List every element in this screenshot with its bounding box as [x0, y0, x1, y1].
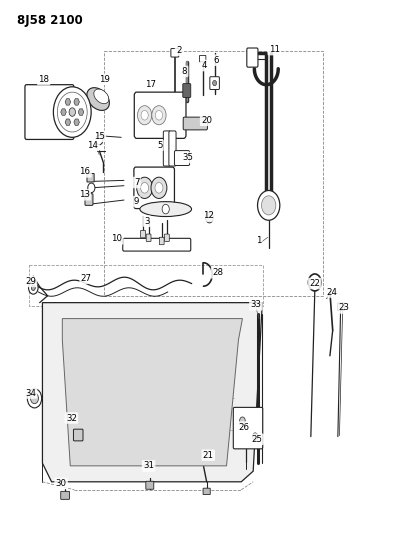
Circle shape [88, 183, 95, 192]
FancyBboxPatch shape [183, 117, 207, 130]
FancyBboxPatch shape [87, 173, 94, 182]
Text: 26: 26 [239, 423, 249, 432]
Circle shape [28, 281, 38, 294]
Text: 28: 28 [212, 269, 223, 277]
Text: 30: 30 [55, 479, 67, 488]
FancyBboxPatch shape [247, 48, 258, 67]
Text: 9: 9 [134, 197, 139, 206]
Text: 7: 7 [134, 178, 139, 187]
Text: 27: 27 [81, 273, 92, 282]
FancyBboxPatch shape [146, 481, 154, 489]
Circle shape [162, 204, 169, 214]
Text: 5: 5 [157, 141, 162, 150]
Text: 13: 13 [79, 190, 90, 199]
Circle shape [141, 182, 148, 193]
Polygon shape [61, 109, 66, 115]
Polygon shape [65, 119, 71, 125]
FancyBboxPatch shape [134, 167, 174, 208]
Circle shape [31, 285, 35, 290]
Text: 17: 17 [146, 80, 156, 89]
Text: 8J58 2100: 8J58 2100 [17, 14, 82, 27]
Circle shape [261, 196, 276, 215]
Text: 15: 15 [94, 132, 105, 141]
Circle shape [138, 106, 152, 125]
Polygon shape [65, 99, 71, 105]
FancyBboxPatch shape [200, 55, 206, 62]
Text: 31: 31 [143, 462, 154, 470]
Text: 4: 4 [201, 61, 207, 70]
Text: 2: 2 [176, 46, 182, 55]
Text: 20: 20 [201, 116, 212, 125]
FancyBboxPatch shape [210, 77, 219, 90]
Text: 10: 10 [111, 235, 122, 244]
Circle shape [28, 389, 41, 408]
Text: 22: 22 [309, 279, 320, 288]
FancyBboxPatch shape [164, 234, 169, 241]
Text: 25: 25 [252, 435, 263, 444]
Text: 3: 3 [144, 217, 150, 226]
Circle shape [257, 190, 280, 220]
FancyBboxPatch shape [338, 303, 345, 311]
FancyBboxPatch shape [123, 238, 191, 251]
Text: 16: 16 [79, 167, 91, 176]
Polygon shape [78, 109, 84, 115]
Circle shape [137, 177, 152, 198]
Text: 8: 8 [182, 67, 187, 76]
FancyBboxPatch shape [134, 92, 186, 139]
Text: 23: 23 [338, 303, 349, 312]
Text: 6: 6 [213, 56, 219, 64]
Ellipse shape [140, 201, 192, 216]
FancyBboxPatch shape [183, 84, 191, 98]
Text: 19: 19 [99, 75, 109, 84]
FancyBboxPatch shape [146, 234, 151, 241]
Circle shape [253, 433, 258, 440]
FancyBboxPatch shape [61, 491, 69, 499]
Circle shape [205, 212, 213, 223]
FancyBboxPatch shape [73, 429, 83, 441]
FancyBboxPatch shape [169, 131, 176, 166]
FancyBboxPatch shape [85, 193, 93, 205]
Circle shape [213, 80, 217, 86]
Text: 12: 12 [203, 212, 214, 221]
Text: 1: 1 [256, 237, 261, 246]
Text: 34: 34 [25, 389, 36, 398]
Text: 32: 32 [66, 414, 77, 423]
FancyBboxPatch shape [203, 488, 210, 495]
Polygon shape [74, 119, 79, 125]
Text: 35: 35 [183, 153, 194, 162]
Text: 18: 18 [38, 75, 49, 84]
Polygon shape [62, 319, 243, 466]
Circle shape [155, 110, 162, 120]
Text: 11: 11 [269, 45, 280, 54]
FancyBboxPatch shape [159, 237, 164, 245]
Circle shape [240, 417, 245, 424]
Circle shape [152, 106, 166, 125]
Text: 14: 14 [87, 141, 99, 150]
FancyBboxPatch shape [25, 85, 74, 140]
Text: 29: 29 [25, 277, 36, 286]
FancyBboxPatch shape [163, 131, 170, 166]
Circle shape [96, 135, 103, 145]
Circle shape [53, 87, 91, 138]
Circle shape [151, 177, 167, 198]
FancyBboxPatch shape [233, 407, 263, 449]
Circle shape [30, 393, 38, 403]
FancyBboxPatch shape [141, 230, 145, 238]
FancyBboxPatch shape [174, 151, 190, 165]
Text: 33: 33 [251, 300, 261, 309]
Polygon shape [42, 303, 262, 482]
Circle shape [141, 110, 148, 120]
Polygon shape [74, 99, 79, 105]
FancyBboxPatch shape [171, 49, 179, 57]
Text: 24: 24 [326, 287, 337, 296]
Circle shape [69, 108, 75, 116]
Bar [104, 51, 323, 296]
Circle shape [155, 182, 163, 193]
Text: 21: 21 [203, 451, 214, 460]
Ellipse shape [94, 89, 109, 104]
Ellipse shape [87, 87, 109, 110]
